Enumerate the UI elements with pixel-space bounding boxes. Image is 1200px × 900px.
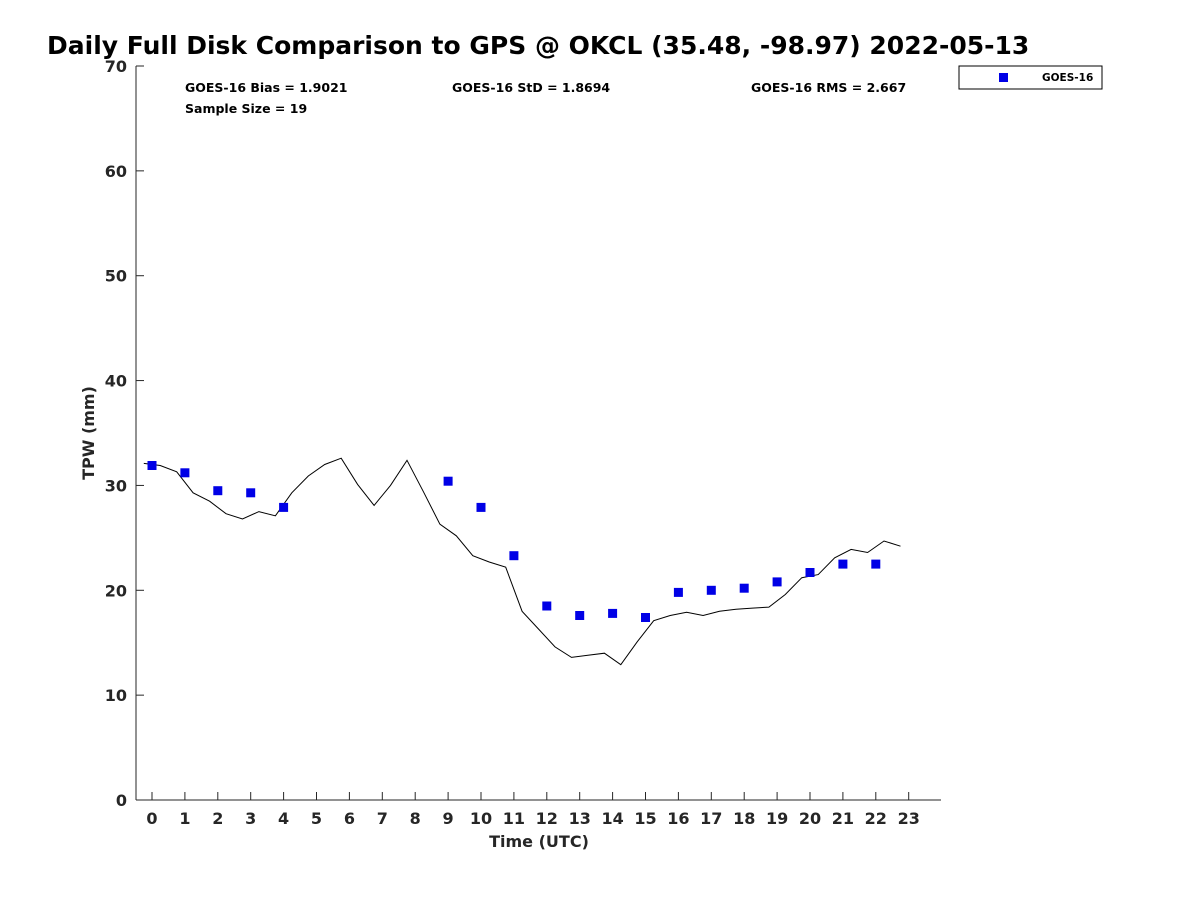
goes16-data-point — [772, 577, 782, 587]
y-ticks: 0 10 20 30 40 50 60 70 — [105, 57, 144, 810]
x-tick-label: 0 — [146, 809, 157, 828]
goes16-data-point — [575, 611, 585, 620]
x-tick-label: 8 — [410, 809, 421, 828]
y-tick-label: 40 — [105, 372, 127, 391]
std-stat: GOES-16 StD = 1.8694 — [452, 80, 610, 95]
goes16-data-point — [641, 613, 650, 622]
x-tick-label: 20 — [799, 809, 821, 828]
goes16-data-point — [213, 486, 223, 496]
x-tick-label: 13 — [569, 809, 591, 828]
goes16-data-point — [509, 551, 519, 561]
gps-tpw-line — [143, 457, 901, 666]
x-tick-label: 5 — [311, 809, 322, 828]
x-tick-label: 14 — [601, 809, 623, 828]
goes16-data-point — [871, 559, 881, 569]
x-tick-label: 16 — [667, 809, 689, 828]
x-tick-label: 21 — [832, 809, 854, 828]
legend: GOES-16 — [958, 65, 1103, 90]
x-tick-label: 9 — [443, 809, 454, 828]
x-tick-label: 23 — [898, 809, 920, 828]
x-axis-label: Time (UTC) — [489, 832, 589, 851]
legend-label: GOES-16 — [1042, 72, 1093, 84]
x-tick-label: 11 — [503, 809, 525, 828]
x-tick-label: 18 — [733, 809, 755, 828]
x-ticks: 0 1 2 3 4 5 6 7 8 9 10 11 12 13 14 15 16 17 18 19 20 21 22 23 — [146, 792, 920, 828]
goes16-data-point — [279, 502, 289, 512]
x-tick-label: 10 — [470, 809, 492, 828]
y-axis-label: TPW (mm) — [79, 386, 98, 480]
x-tick-label: 7 — [377, 809, 388, 828]
goes16-data-point — [542, 601, 552, 611]
sample-size-stat: Sample Size = 19 — [185, 101, 307, 116]
y-tick-label: 50 — [105, 267, 127, 286]
goes16-data-point — [246, 488, 256, 498]
legend-marker-square — [999, 73, 1008, 82]
y-tick-label: 20 — [105, 581, 127, 600]
goes16-data-point — [608, 608, 618, 618]
y-tick-label: 0 — [116, 791, 127, 810]
y-tick-label: 60 — [105, 162, 127, 181]
goes16-data-point — [147, 461, 157, 470]
x-tick-label: 15 — [634, 809, 656, 828]
goes16-data-point — [443, 476, 453, 486]
y-tick-label: 30 — [105, 476, 127, 495]
goes16-data-point — [805, 568, 815, 577]
x-tick-label: 12 — [536, 809, 558, 828]
x-tick-label: 22 — [865, 809, 887, 828]
x-tick-label: 3 — [245, 809, 256, 828]
goes16-data-point — [476, 502, 486, 512]
x-tick-label: 6 — [344, 809, 355, 828]
x-tick-label: 19 — [766, 809, 788, 828]
y-tick-label: 10 — [105, 686, 127, 705]
bias-stat: GOES-16 Bias = 1.9021 — [185, 80, 347, 95]
y-tick-label: 70 — [105, 57, 127, 76]
plot-area — [143, 457, 901, 666]
x-tick-label: 1 — [179, 809, 190, 828]
goes16-data-point — [180, 468, 190, 478]
goes16-data-point — [739, 583, 749, 593]
legend-box — [958, 65, 1103, 90]
goes16-data-point — [838, 559, 848, 569]
x-tick-label: 4 — [278, 809, 289, 828]
chart-title: Daily Full Disk Comparison to GPS @ OKCL… — [47, 31, 1029, 60]
x-tick-label: 2 — [212, 809, 223, 828]
goes16-data-point — [673, 587, 683, 597]
x-tick-label: 17 — [700, 809, 722, 828]
goes16-data-point — [706, 585, 716, 595]
rms-stat: GOES-16 RMS = 2.667 — [751, 80, 906, 95]
